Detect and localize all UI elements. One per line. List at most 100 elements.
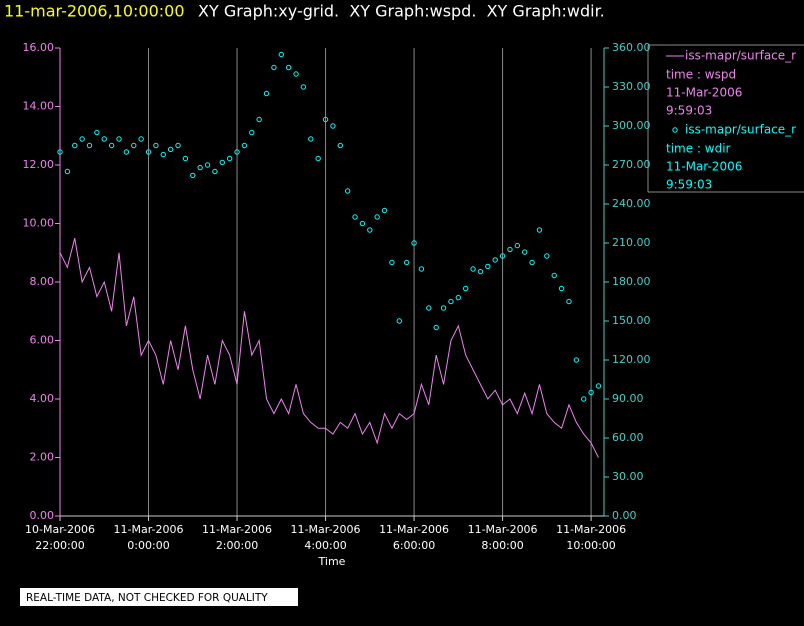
scatter-point — [300, 84, 307, 90]
scatter-point — [167, 146, 174, 153]
legend-detail: 11-Mar-2006 — [666, 160, 742, 174]
scatter-point — [64, 168, 71, 175]
scatter-point — [462, 285, 469, 292]
y2-tick-label: 60.00 — [612, 431, 644, 444]
x-tick-label: 11-Mar-2006 — [114, 523, 184, 536]
scatter-point — [440, 305, 447, 311]
scatter-point — [566, 298, 572, 305]
y2-tick-label: 150.00 — [612, 314, 651, 327]
scatter-point — [293, 71, 299, 77]
scatter-point — [308, 136, 314, 142]
scatter-point — [573, 357, 580, 363]
scatter-point — [455, 294, 462, 301]
x-tick-label: 11-Mar-2006 — [556, 523, 626, 536]
y2-tick-label: 300.00 — [612, 119, 651, 132]
x-axis-label: Time — [318, 555, 346, 568]
y-tick-label: 8.00 — [30, 275, 55, 288]
scatter-point — [381, 207, 388, 214]
scatter-point — [72, 142, 78, 149]
chart-title: XY Graph:xy-grid. XY Graph:wspd. XY Grap… — [198, 2, 605, 21]
scatter-point — [204, 162, 211, 168]
scatter-point — [94, 129, 100, 136]
scatter-point — [581, 396, 587, 402]
scatter-point — [182, 155, 189, 162]
scatter-point — [411, 240, 417, 246]
scatter-point — [426, 305, 432, 311]
scatter-point — [352, 214, 358, 220]
scatter-point — [108, 142, 115, 149]
scatter-point — [219, 159, 225, 166]
legend-label: iss-mapr/surface_r — [685, 49, 796, 63]
scatter-point — [389, 259, 395, 266]
scatter-point — [433, 324, 439, 331]
timestamp: 11-mar-2006,10:00:00 — [4, 2, 185, 21]
legend-label: iss-mapr/surface_r — [685, 123, 796, 137]
scatter-point — [256, 116, 262, 123]
scatter-point — [79, 136, 85, 142]
x-tick-label: 10:00:00 — [566, 539, 615, 552]
scatter-point — [285, 64, 292, 71]
x-tick-label: 10-Mar-2006 — [25, 523, 95, 536]
scatter-point — [529, 259, 535, 266]
scatter-point — [234, 149, 240, 155]
y-tick-label: 2.00 — [30, 451, 55, 464]
y-tick-label: 14.00 — [23, 100, 55, 113]
y2-tick-label: 360.00 — [612, 41, 651, 54]
scatter-point — [153, 142, 159, 149]
y2-tick-label: 330.00 — [612, 80, 651, 93]
y2-tick-label: 240.00 — [612, 197, 651, 210]
x-tick-label: 8:00:00 — [481, 539, 523, 552]
scatter-point — [337, 142, 343, 149]
legend-detail: time : wdir — [666, 142, 731, 156]
scatter-point — [492, 257, 498, 263]
scatter-point — [278, 51, 284, 58]
scatter-point — [403, 259, 410, 266]
scatter-point — [131, 142, 137, 149]
x-tick-label: 2:00:00 — [216, 539, 258, 552]
y2-tick-label: 30.00 — [612, 470, 644, 483]
scatter-point — [190, 172, 196, 179]
scatter-point — [116, 136, 122, 142]
scatter-point — [249, 129, 255, 136]
scatter-point — [485, 263, 491, 270]
scatter-point — [470, 266, 476, 272]
legend-detail: 9:59:03 — [666, 178, 712, 192]
y-tick-label: 12.00 — [23, 158, 55, 171]
legend-detail: 11-Mar-2006 — [666, 86, 742, 100]
scatter-point — [175, 142, 181, 149]
line-series — [59, 238, 599, 458]
y-tick-label: 0.00 — [30, 509, 55, 522]
scatter-point — [197, 164, 203, 171]
scatter-point — [57, 149, 63, 155]
y-tick-label: 10.00 — [23, 217, 55, 230]
scatter-point — [499, 253, 506, 259]
scatter-point — [536, 227, 543, 233]
scatter-point — [514, 242, 521, 249]
x-tick-label: 11-Mar-2006 — [379, 523, 449, 536]
y2-tick-label: 210.00 — [612, 236, 651, 249]
scatter-point — [374, 214, 380, 220]
scatter-point — [522, 249, 528, 255]
scatter-point — [263, 90, 270, 97]
y-tick-label: 16.00 — [23, 41, 55, 54]
scatter-point — [271, 64, 277, 71]
scatter-point — [418, 266, 425, 272]
scatter-point — [160, 151, 166, 158]
scatter-point — [226, 155, 233, 162]
scatter-point — [551, 272, 557, 279]
scatter-point — [330, 123, 336, 129]
scatter-point — [588, 389, 594, 396]
scatter-point — [396, 318, 403, 324]
legend-marker — [672, 127, 678, 133]
y2-tick-label: 0.00 — [612, 509, 637, 522]
y-tick-label: 4.00 — [30, 392, 55, 405]
scatter-point — [344, 188, 351, 194]
y-tick-label: 6.00 — [30, 334, 55, 347]
x-tick-label: 6:00:00 — [393, 539, 435, 552]
scatter-point — [322, 116, 329, 123]
note: REAL-TIME DATA, NOT CHECKED FOR QUALITY — [26, 592, 268, 604]
x-tick-label: 11-Mar-2006 — [468, 523, 538, 536]
